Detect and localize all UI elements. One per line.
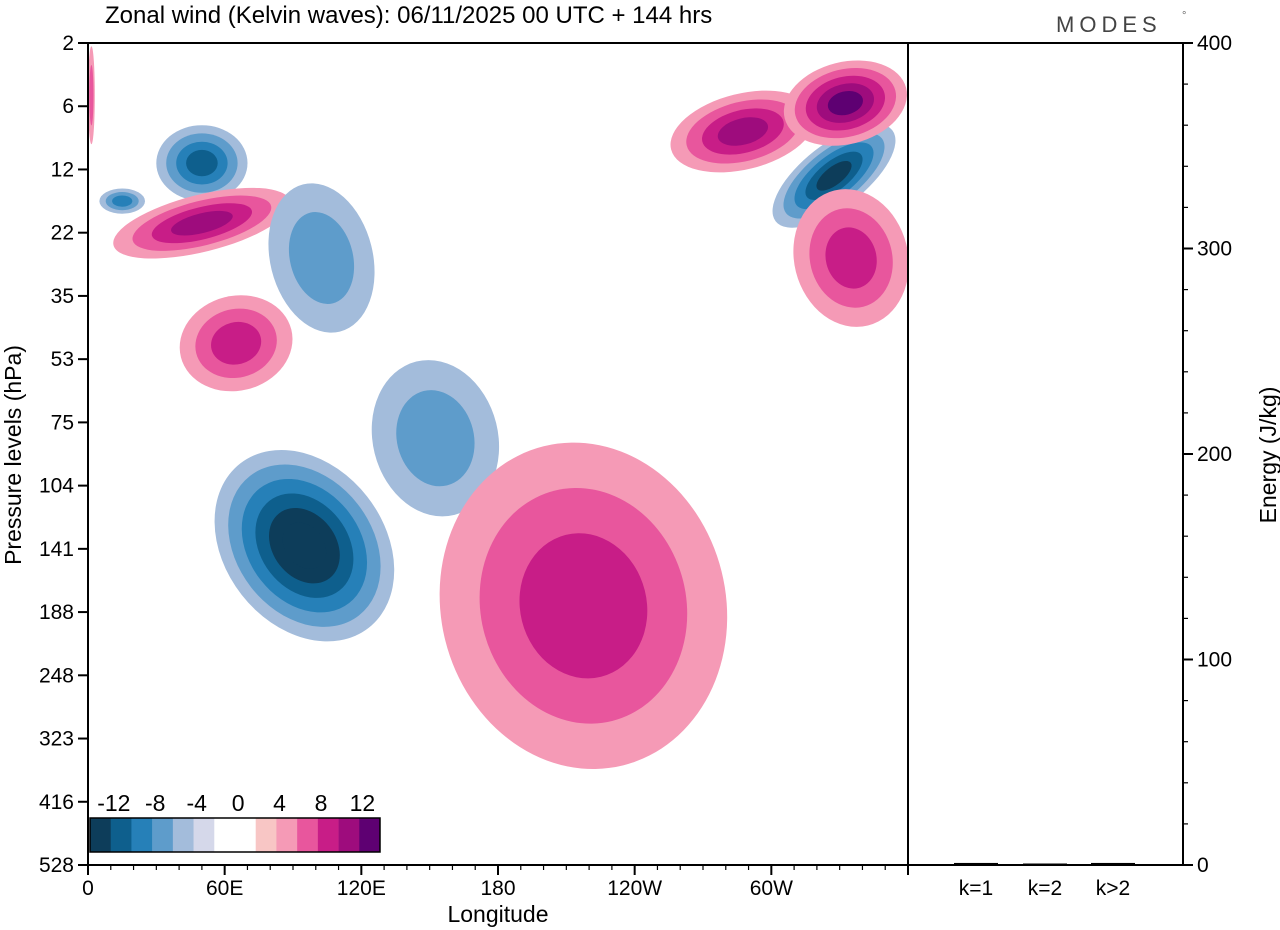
colorbar-label: 0	[232, 790, 245, 816]
energy-category-label: k>2	[1096, 877, 1130, 900]
contour-band-9-3	[717, 117, 769, 146]
colorbar-label: -12	[97, 790, 130, 816]
colorbar-swatch	[297, 818, 319, 852]
colorbar-swatch	[152, 818, 174, 852]
x-tick-label: 120W	[607, 877, 662, 900]
y-tick-label: 416	[39, 791, 74, 814]
contour-band-10-4	[816, 160, 852, 191]
energy-panel: k=1 k=2 k>2	[907, 42, 1184, 900]
colorbar-swatch	[276, 818, 298, 852]
energy-bar-k=2	[1023, 863, 1067, 865]
contour-fields	[88, 46, 908, 769]
y-tick-label: 22	[51, 222, 74, 245]
y-axis-title: Pressure levels (hPa)	[0, 345, 26, 565]
colorbar-swatch	[193, 818, 215, 852]
contour-band-0-1	[89, 65, 94, 126]
chart-title: Zonal wind (Kelvin waves): 06/11/2025 00…	[105, 2, 712, 29]
energy-category-label: k=1	[959, 877, 993, 900]
colorbar-label: 12	[350, 790, 376, 816]
contour-band-12-2	[825, 227, 877, 289]
colorbar-swatch	[214, 818, 236, 852]
colorbar-frame	[89, 817, 381, 853]
colorbar: -12 -8 -4 0 4 8 12	[89, 790, 381, 853]
energy-bar-k>2	[1091, 862, 1135, 865]
colorbar-label: -4	[186, 790, 207, 816]
y-tick-label: 75	[51, 411, 74, 434]
colorbar-swatch	[235, 818, 257, 852]
colorbar-swatch	[172, 818, 194, 852]
contour-band-8-2	[519, 533, 648, 679]
y-tick-label: 35	[51, 285, 74, 308]
y-tick-label: 188	[39, 601, 74, 624]
contour-band-3-3	[171, 210, 233, 236]
energy-bars: k=1 k=2 k>2	[954, 862, 1135, 900]
colorbar-swatch	[131, 818, 153, 852]
y-tick-label: 248	[39, 664, 74, 687]
y-tick-label: 53	[51, 348, 74, 371]
x-axis-title: Longitude	[447, 901, 548, 927]
energy-tick-label: 200	[1197, 443, 1232, 466]
colorbar-swatch	[255, 818, 277, 852]
modes-logo-mark: °	[1182, 10, 1186, 22]
energy-category-label: k=2	[1028, 877, 1062, 900]
contour-plot	[87, 42, 909, 866]
contour-band-7-1	[396, 390, 475, 487]
colorbar-label: -8	[145, 790, 165, 816]
x-tick-label: 0	[82, 877, 94, 900]
x-tick-label: 60W	[750, 877, 793, 900]
y-tick-label: 6	[62, 95, 74, 118]
colorbar-label: 8	[315, 790, 328, 816]
energy-frame	[907, 42, 1184, 866]
contour-band-2-3	[186, 149, 218, 177]
colorbar-swatch	[110, 818, 132, 852]
energy-tick-label: 0	[1197, 854, 1209, 877]
energy-axis-title: Energy (J/kg)	[1255, 387, 1280, 524]
y-tick-label: 104	[39, 475, 74, 498]
energy-tick-label: 400	[1197, 32, 1232, 55]
y-tick-label: 141	[39, 538, 74, 561]
energy-tick-label: 300	[1197, 238, 1232, 261]
modes-logo: MODES	[1056, 12, 1162, 37]
contour-band-5-2	[211, 321, 262, 365]
contour-band-4-1	[288, 212, 355, 304]
x-tick-label: 180	[480, 877, 515, 900]
y-tick-label: 12	[51, 158, 74, 181]
colorbar-swatch	[359, 818, 381, 852]
contour-band-6-5	[282, 522, 327, 569]
contour-band-1-2	[112, 195, 133, 207]
energy-bar-k=1	[954, 862, 998, 865]
colorbar-label: 4	[273, 790, 286, 816]
colorbar-swatch	[90, 818, 112, 852]
x-tick-label: 60E	[206, 877, 243, 900]
energy-tick-label: 100	[1197, 649, 1232, 672]
y-tick-label: 528	[39, 854, 74, 877]
y-tick-label: 2	[62, 32, 74, 55]
x-tick-label: 120E	[337, 877, 386, 900]
contour-band-11-4	[827, 90, 863, 116]
y-tick-label: 323	[39, 728, 74, 751]
colorbar-swatch	[338, 818, 360, 852]
colorbar-swatch	[317, 818, 339, 852]
